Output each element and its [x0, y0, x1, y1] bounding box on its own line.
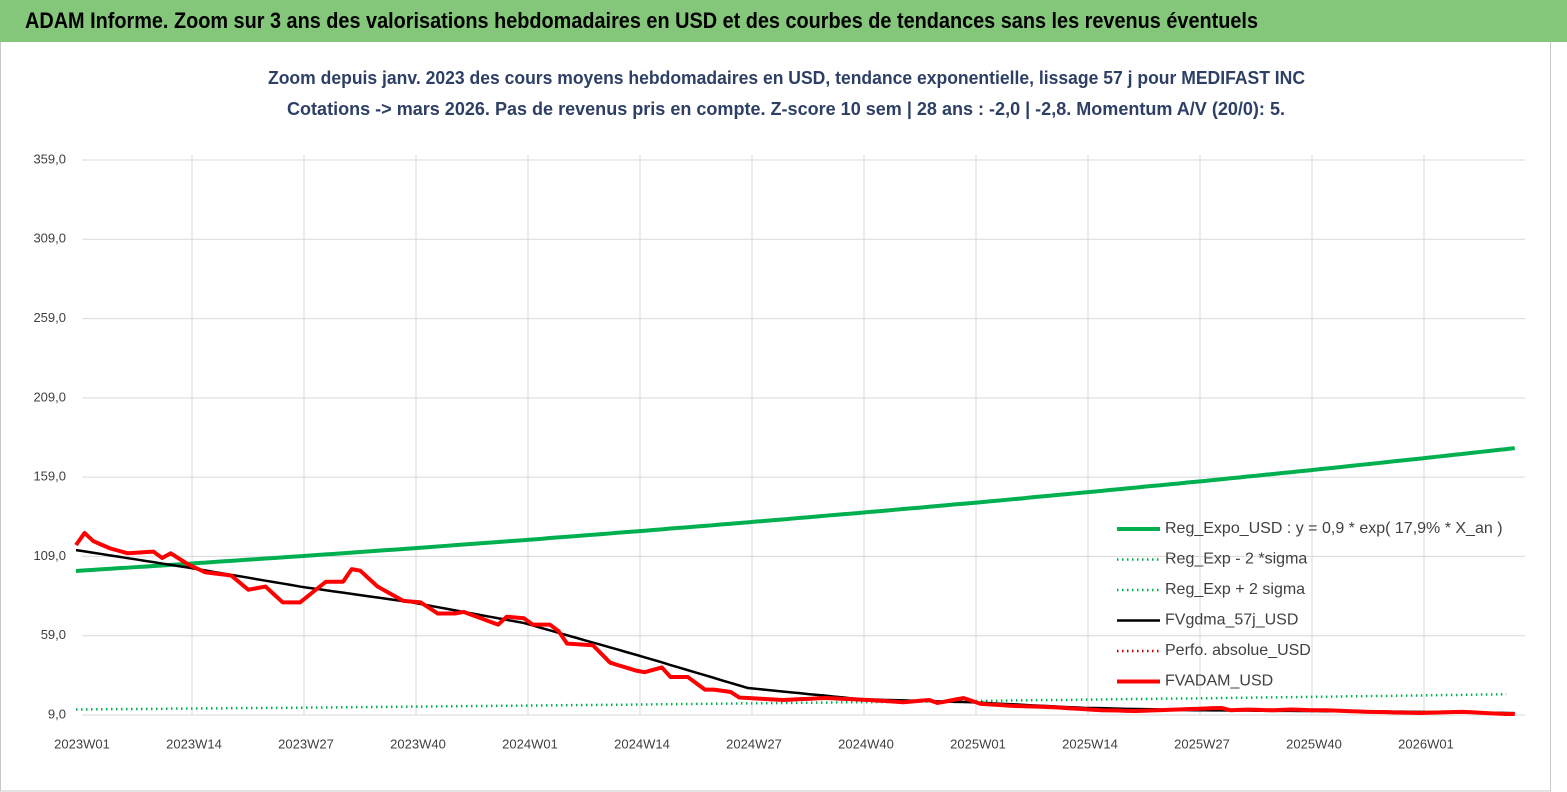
x-tick-label: 2024W27: [726, 736, 782, 751]
subtitle: Zoom depuis janv. 2023 des cours moyens …: [268, 68, 1305, 88]
y-tick-label: 109,0: [33, 548, 66, 563]
x-tick-label: 2023W40: [390, 736, 446, 751]
y-tick-label: 9,0: [48, 706, 66, 721]
x-tick-label: 2023W27: [278, 736, 334, 751]
y-tick-label: 159,0: [33, 469, 66, 484]
y-tick-label: 209,0: [33, 389, 66, 404]
y-tick-label: 259,0: [33, 310, 66, 325]
legend-label: Perfo. absolue_USD: [1165, 642, 1311, 659]
subtitle: Cotations -> mars 2026. Pas de revenus p…: [287, 99, 1285, 119]
grid: 9,0 59,0 109,0 159,0 209,0 259,0 309,0 359,0 202…: [33, 151, 1525, 751]
series-line: [76, 692, 1507, 711]
y-tick-label: 359,0: [33, 151, 66, 166]
y-tick-label: 59,0: [41, 627, 66, 642]
x-tick-label: 2025W40: [1286, 736, 1342, 751]
x-tick-label: 2023W14: [166, 736, 222, 751]
title-banner: [0, 0, 1567, 42]
x-tick-label: 2024W01: [502, 736, 558, 751]
x-tick-label: 2023W01: [54, 736, 110, 751]
legend-label: FVgdma_57j_USD: [1165, 612, 1298, 629]
x-tick-label: 2026W01: [1398, 736, 1454, 751]
x-tick-label: 2024W14: [614, 736, 670, 751]
x-tick-label: 2025W14: [1062, 736, 1118, 751]
legend: Reg_Expo_USD : y = 0,9 * exp( 17,9% * X_…: [1117, 520, 1503, 690]
series-line: [75, 446, 1515, 574]
legend-label: FVADAM_USD: [1165, 673, 1273, 690]
x-tick-label: 2025W27: [1174, 736, 1230, 751]
subtitle-box: [262, 60, 1307, 128]
legend-label: Reg_Expo_USD : y = 0,9 * exp( 17,9% * X_…: [1165, 520, 1503, 537]
y-tick-label: 309,0: [33, 231, 66, 246]
x-tick-label: 2025W01: [950, 736, 1006, 751]
legend-label: Reg_Exp - 2 *sigma: [1165, 551, 1307, 568]
plot: [74, 446, 1515, 717]
chart-title: ADAM Informe. Zoom sur 3 ans des valoris…: [25, 8, 1258, 33]
legend-label: Reg_Exp + 2 sigma: [1165, 581, 1305, 598]
x-tick-label: 2024W40: [838, 736, 894, 751]
series-line: [74, 530, 1515, 717]
